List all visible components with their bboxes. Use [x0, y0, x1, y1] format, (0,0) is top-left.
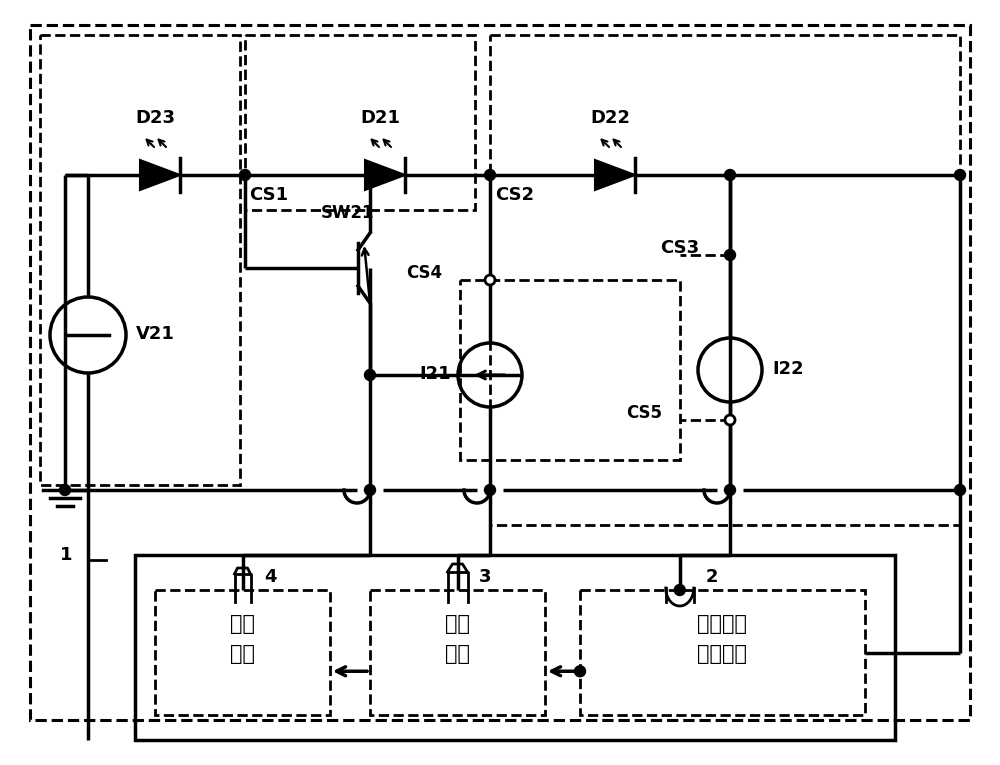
Circle shape	[574, 666, 586, 677]
Polygon shape	[140, 160, 180, 190]
Text: I21: I21	[419, 365, 451, 383]
Text: 4: 4	[264, 568, 277, 586]
Text: 1: 1	[60, 546, 72, 564]
Circle shape	[485, 275, 495, 285]
Circle shape	[674, 584, 685, 595]
Circle shape	[484, 484, 496, 496]
Circle shape	[725, 415, 735, 425]
Circle shape	[484, 170, 496, 181]
Text: D22: D22	[590, 109, 630, 127]
Bar	[460, 280, 680, 460]
Text: 电路: 电路	[230, 644, 255, 664]
Text: 定时: 定时	[445, 614, 470, 634]
Text: D23: D23	[135, 109, 175, 127]
Text: I22: I22	[772, 360, 804, 378]
Text: 3: 3	[479, 568, 492, 586]
Circle shape	[240, 170, 250, 181]
Circle shape	[724, 249, 736, 261]
Text: 触发: 触发	[230, 614, 255, 634]
Text: CS1: CS1	[249, 186, 288, 204]
Text: 供电电压: 供电电压	[698, 614, 748, 634]
Polygon shape	[595, 160, 635, 190]
Circle shape	[954, 170, 966, 181]
Text: D21: D21	[360, 109, 400, 127]
Text: CS3: CS3	[660, 239, 699, 257]
Circle shape	[364, 170, 376, 181]
Bar	[245, 35, 475, 210]
Bar	[580, 590, 865, 715]
Circle shape	[724, 170, 736, 181]
Text: 2: 2	[706, 568, 718, 586]
Polygon shape	[365, 160, 405, 190]
Bar	[135, 555, 895, 740]
Bar	[490, 35, 960, 525]
Circle shape	[954, 484, 966, 496]
Text: 判断电路: 判断电路	[698, 644, 748, 664]
Circle shape	[60, 484, 70, 496]
Text: 电路: 电路	[445, 644, 470, 664]
Text: CS5: CS5	[626, 404, 662, 422]
Text: CS2: CS2	[495, 186, 534, 204]
Bar	[370, 590, 545, 715]
Text: V21: V21	[136, 325, 175, 343]
Text: SW21: SW21	[321, 204, 375, 222]
Circle shape	[364, 369, 376, 380]
Bar	[155, 590, 330, 715]
Circle shape	[724, 484, 736, 496]
Text: CS4: CS4	[406, 264, 442, 282]
Circle shape	[364, 484, 376, 496]
Bar	[40, 35, 240, 485]
